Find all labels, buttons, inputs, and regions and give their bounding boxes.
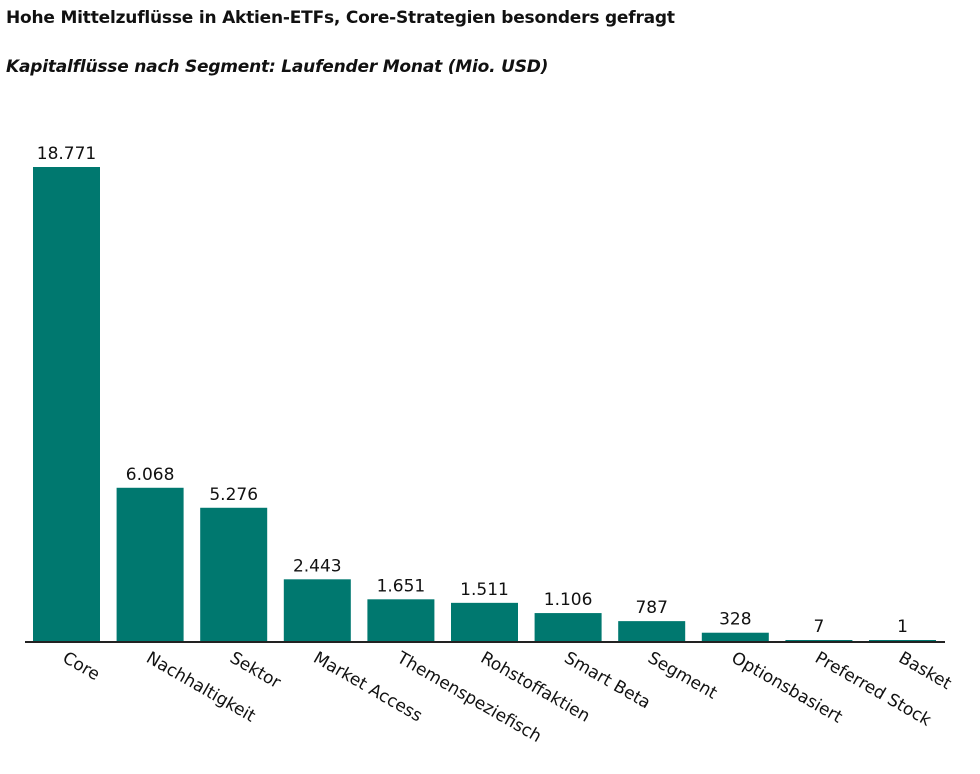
data-label-1: 6.068 — [126, 465, 175, 485]
data-label-5: 1.511 — [460, 580, 509, 600]
bar-9 — [785, 640, 853, 641]
data-label-2: 5.276 — [209, 485, 258, 505]
chart-title: Hohe Mittelzuflüsse in Aktien-ETFs, Core… — [6, 8, 675, 28]
bar-8 — [701, 632, 769, 641]
category-label-0: Core — [59, 648, 103, 685]
data-label-10: 1 — [897, 617, 908, 637]
bar-3 — [283, 579, 351, 641]
bar-5 — [451, 602, 518, 641]
bar-10 — [869, 640, 936, 641]
data-label-8: 328 — [719, 610, 751, 630]
category-label-4: Themenspeziefisch — [393, 648, 545, 747]
bar-4 — [367, 599, 435, 641]
bar-7 — [618, 621, 686, 641]
bar-1 — [116, 487, 184, 641]
data-label-7: 787 — [635, 598, 667, 618]
data-label-9: 7 — [813, 617, 824, 637]
chart-subtitle: Kapitalflüsse nach Segment: Laufender Mo… — [6, 57, 549, 77]
category-label-10: Basket — [895, 648, 955, 694]
data-label-3: 2.443 — [293, 556, 342, 576]
data-label-4: 1.651 — [377, 576, 426, 596]
category-label-2: Sektor — [226, 648, 284, 693]
data-label-0: 18.771 — [37, 144, 96, 164]
data-label-6: 1.106 — [544, 590, 593, 610]
bar-6 — [534, 613, 602, 641]
category-label-7: Segment — [644, 648, 721, 704]
bar-2 — [200, 507, 268, 641]
bar-0 — [33, 167, 100, 641]
